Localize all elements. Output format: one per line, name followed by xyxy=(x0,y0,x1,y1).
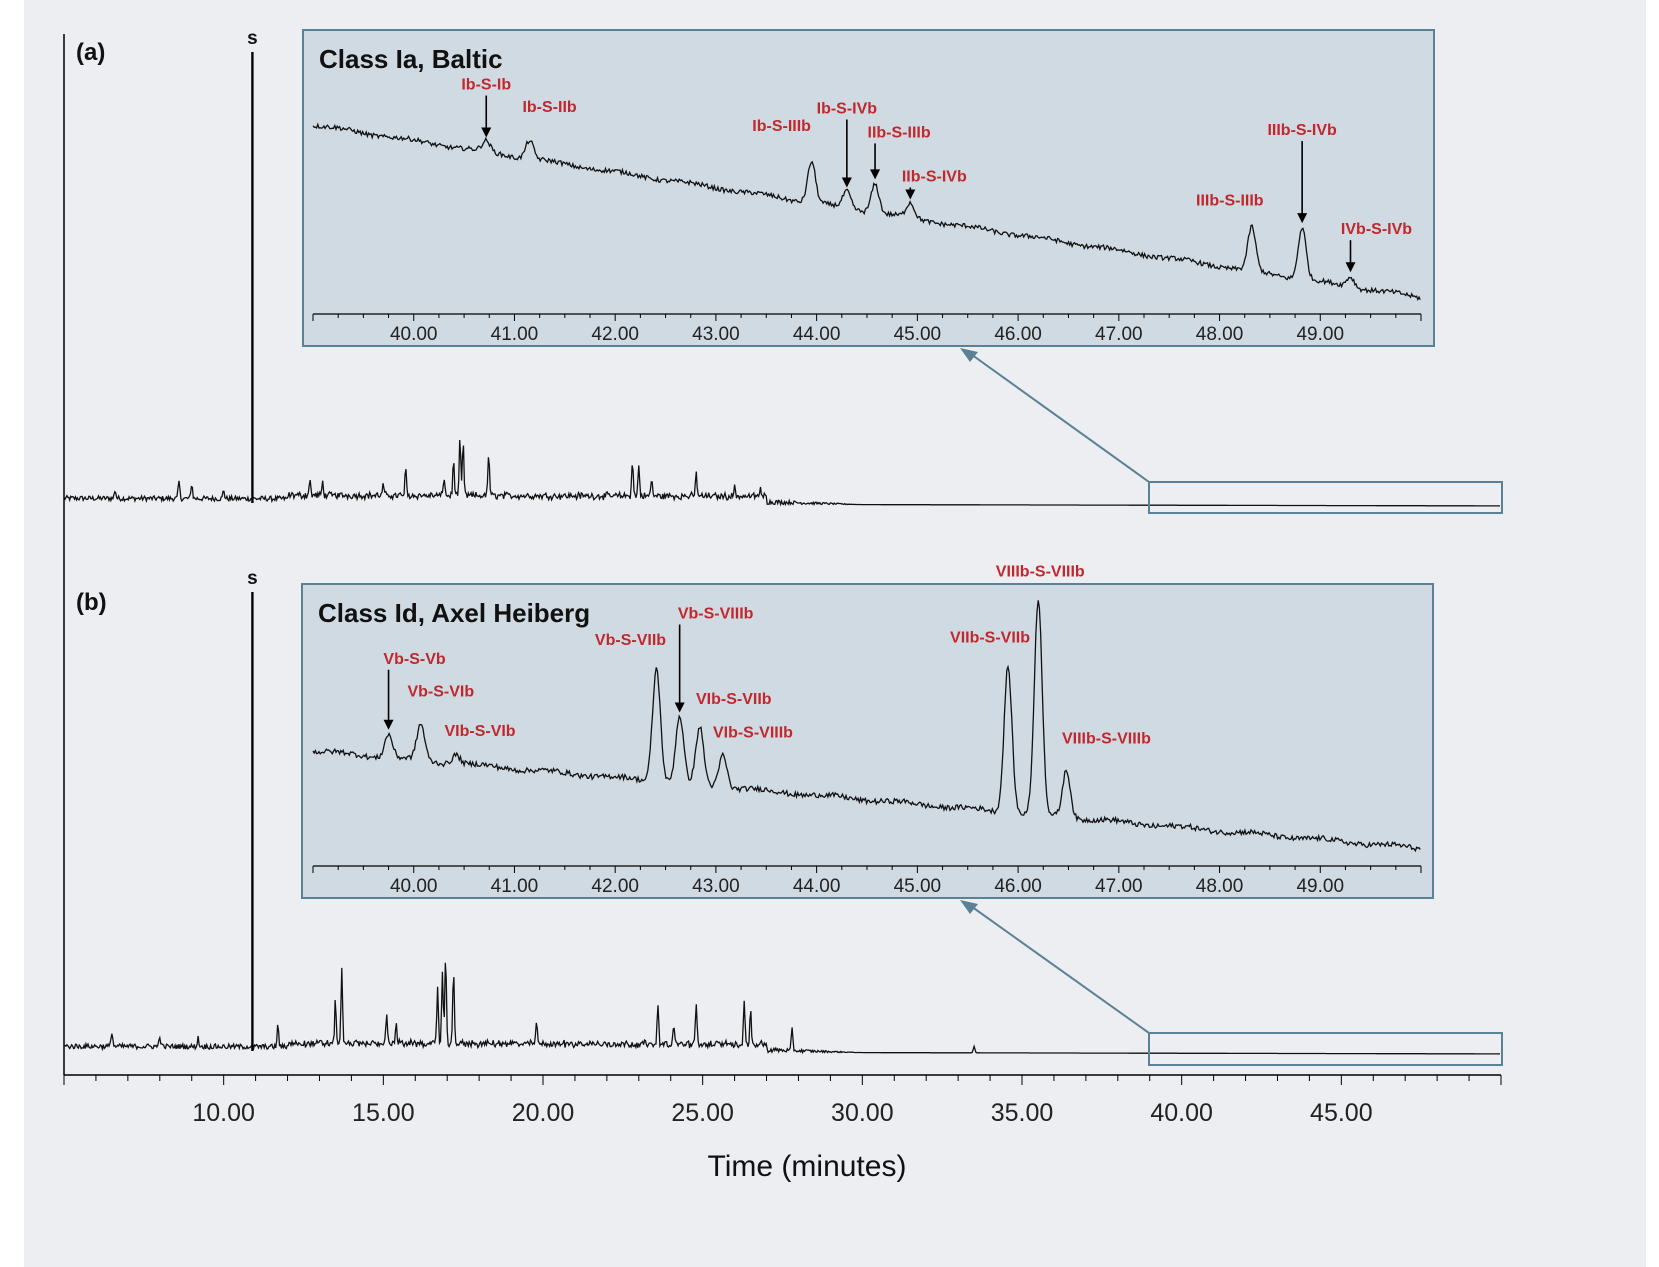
inset-tick-label: 49.00 xyxy=(1296,324,1344,345)
peak-arrowhead xyxy=(674,702,685,713)
peak-arrowhead xyxy=(870,169,881,180)
peak-label: Ib-S-IVb xyxy=(817,101,878,118)
peak-label: Vb-S-VIIb xyxy=(595,632,666,649)
inset-title: Class Ia, Baltic xyxy=(319,44,503,74)
zoom-region-box xyxy=(1148,481,1503,514)
inset-tick-label: 44.00 xyxy=(793,324,841,345)
inset-trace-line xyxy=(312,600,1421,853)
peak-label: IIIb-S-IIIb xyxy=(1196,193,1264,210)
inset-tick-label: 47.00 xyxy=(1095,876,1143,897)
panel-label: (b) xyxy=(76,589,107,616)
peak-arrowhead xyxy=(383,719,394,730)
peak-label: Vb-S-VIIIb xyxy=(678,606,754,623)
inset-tick-label: 47.00 xyxy=(1095,324,1143,345)
inset-tick-label: 44.00 xyxy=(793,876,841,897)
peak-label: VIb-S-VIIIb xyxy=(713,725,793,742)
peak-label: Vb-S-VIb xyxy=(407,684,474,701)
inset-a: Class Ia, Baltic 40.00 41.00 42.00 43.00 44.0… xyxy=(302,29,1435,347)
x-tick-label: 25.00 xyxy=(671,1099,734,1127)
inset-tick-label: 43.00 xyxy=(692,876,740,897)
inset-tick-label: 40.00 xyxy=(390,324,438,345)
peak-label: VIb-S-VIb xyxy=(444,723,515,740)
inset-tick-label: 46.00 xyxy=(994,876,1042,897)
x-tick-label: 20.00 xyxy=(512,1099,575,1127)
x-tick-label: 40.00 xyxy=(1150,1099,1213,1127)
peak-label: Ib-S-Ib xyxy=(461,77,511,94)
peak-label: VIIb-S-VIIb xyxy=(950,630,1030,647)
peak-arrowhead xyxy=(481,127,492,138)
inset-tick-label: 41.00 xyxy=(491,876,539,897)
inset-frame xyxy=(302,29,1435,347)
peak-label: Ib-S-IIIb xyxy=(752,118,811,135)
zoom-connector-arrowhead xyxy=(960,348,978,362)
x-tick-label: 30.00 xyxy=(831,1099,894,1127)
inset-trace-line xyxy=(312,122,1421,302)
inset-tick-label: 49.00 xyxy=(1296,876,1344,897)
inset-tick-label: 42.00 xyxy=(591,324,639,345)
peak-label: VIIIb-S-VIIIb xyxy=(996,564,1085,581)
inset-tick-label: 48.00 xyxy=(1196,324,1244,345)
peak-label: Vb-S-Vb xyxy=(383,651,445,668)
peak-label: IIb-S-IIIb xyxy=(868,124,931,141)
x-tick-label: 45.00 xyxy=(1310,1099,1373,1127)
inset-tick-label: 40.00 xyxy=(390,876,438,897)
inset-tick-label: 42.00 xyxy=(591,876,639,897)
x-tick-label: 15.00 xyxy=(352,1099,415,1127)
inset-tick-label: 41.00 xyxy=(491,324,539,345)
x-axis-title: Time (minutes) xyxy=(708,1150,907,1183)
peak-label: VIb-S-VIIb xyxy=(696,691,772,708)
inset-tick-label: 45.00 xyxy=(894,324,942,345)
zoom-connector-line xyxy=(967,903,1150,1034)
x-tick-label: 35.00 xyxy=(991,1099,1054,1127)
main-trace-line xyxy=(63,439,1500,507)
peak-label: IIb-S-IVb xyxy=(902,168,967,185)
panel-a: (a) s Class Ia, Baltic 40.00 41.00 42.00 43.00… xyxy=(63,28,1503,514)
inset-b: Class Id, Axel Heiberg 40.00 41.00 42.00 43.… xyxy=(301,564,1434,899)
zoom-connector-line xyxy=(967,351,1150,483)
zoom-connector-arrowhead xyxy=(960,900,978,914)
x-tick-label: 10.00 xyxy=(192,1099,255,1127)
peak-label: Ib-S-IIb xyxy=(522,99,576,116)
inset-tick-label: 45.00 xyxy=(894,876,942,897)
peak-label: IVb-S-IVb xyxy=(1341,221,1412,238)
inset-frame xyxy=(301,583,1434,899)
zoom-region-box xyxy=(1148,1032,1503,1066)
standard-peak-label: s xyxy=(247,568,258,589)
peak-arrowhead xyxy=(1345,262,1356,273)
peak-arrowhead xyxy=(1297,213,1308,224)
inset-tick-label: 46.00 xyxy=(994,324,1042,345)
standard-peak-label: s xyxy=(247,28,258,49)
inset-tick-label: 43.00 xyxy=(692,324,740,345)
main-trace-line xyxy=(63,962,1500,1055)
peak-arrowhead xyxy=(841,177,852,188)
inset-tick-label: 48.00 xyxy=(1196,876,1244,897)
inset-title: Class Id, Axel Heiberg xyxy=(318,598,590,628)
panel-label: (a) xyxy=(76,39,105,66)
panel-b: (b) s Class Id, Axel Heiberg 40.00 41.00 42.0… xyxy=(63,564,1503,1066)
peak-arrowhead xyxy=(905,189,916,200)
peak-label: IIIb-S-IVb xyxy=(1267,122,1337,139)
peak-label: VIIIb-S-VIIIb xyxy=(1062,731,1151,748)
